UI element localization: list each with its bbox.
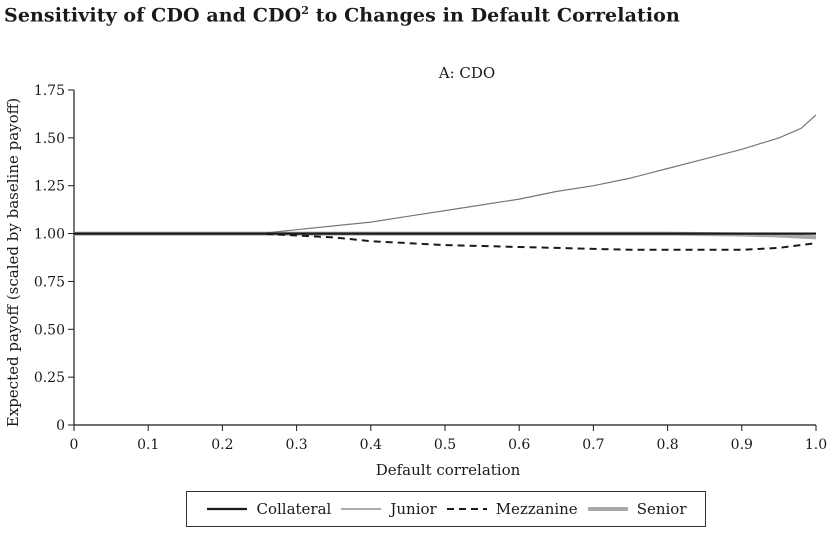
x-tick-label: 0.3: [285, 437, 307, 453]
figure-title-main: Sensitivity of CDO and CDO: [4, 4, 302, 27]
legend-item-junior: Junior: [339, 500, 437, 518]
y-tick-label: 0.75: [34, 274, 65, 290]
series-line-junior: [74, 114, 817, 235]
legend-label: Junior: [390, 500, 437, 518]
chart-legend: Collateral Junior Mezzanine Senior: [186, 491, 706, 527]
y-axis-title: Expected payoff (scaled by baseline payo…: [4, 98, 22, 427]
x-tick-label: 1.0: [805, 437, 827, 453]
chart-axes: 0 0.25 0.50 0.75 1.00 1.25 1.50 1.75 0 0.1 0.2 0.3 0…: [34, 83, 827, 453]
legend-item-senior: Senior: [586, 500, 687, 518]
figure-title-superscript: 2: [301, 4, 309, 17]
legend-label: Collateral: [256, 500, 332, 518]
x-tick-label: 0.8: [656, 437, 678, 453]
x-tick-label: 0.6: [508, 437, 530, 453]
legend-item-collateral: Collateral: [205, 500, 331, 518]
chart-series-layer: [74, 114, 817, 251]
y-tick-label: 0.25: [34, 370, 65, 386]
y-tick-label: 1.50: [34, 131, 65, 147]
chart-title: A: CDO: [438, 64, 495, 82]
x-axis-title: Default correlation: [376, 461, 521, 479]
y-tick-label: 1.75: [34, 83, 65, 99]
x-tick-label: 0.7: [582, 437, 604, 453]
y-tick-label: 1.25: [34, 179, 65, 195]
legend-swatch-junior: [341, 508, 382, 510]
legend-swatch-mezzanine: [446, 508, 487, 510]
x-tick-label: 0.4: [360, 437, 382, 453]
y-tick-label: 0.50: [34, 322, 65, 338]
figure-title-rest: to Changes in Default Correlation: [309, 4, 680, 27]
legend-label: Senior: [636, 500, 687, 518]
legend-item-mezzanine: Mezzanine: [445, 500, 578, 518]
figure-title: Sensitivity of CDO and CDO2 to Changes i…: [4, 4, 680, 26]
x-tick-label: 0: [70, 437, 79, 453]
legend-swatch-senior: [587, 507, 628, 511]
x-tick-label: 0.2: [211, 437, 233, 453]
legend-swatch-collateral: [207, 507, 248, 511]
legend-label: Mezzanine: [495, 500, 578, 518]
x-tick-label: 0.1: [137, 437, 159, 453]
x-tick-label: 0.5: [434, 437, 456, 453]
y-tick-label: 1.00: [34, 227, 65, 243]
x-tick-label: 0.9: [731, 437, 753, 453]
y-tick-label: 0: [56, 418, 65, 434]
